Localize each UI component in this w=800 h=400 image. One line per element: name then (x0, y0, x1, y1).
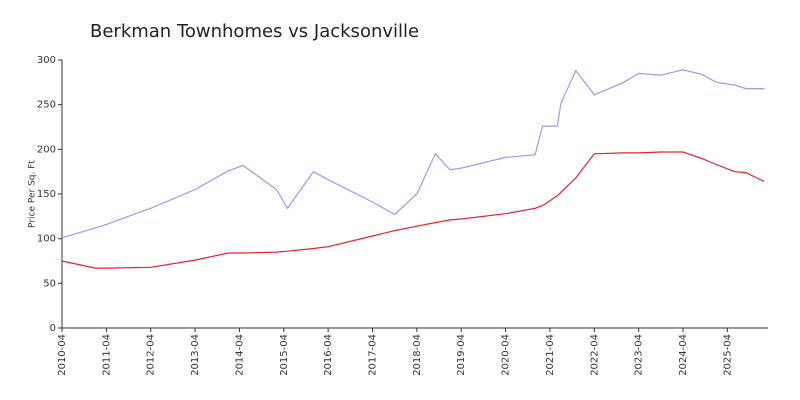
x-tick-label: 2024-04 (678, 334, 689, 376)
x-tick-label: 2021-04 (545, 334, 556, 376)
x-tick-label: 2019-04 (456, 334, 467, 376)
y-tick-label: 250 (37, 100, 56, 111)
chart-title: Berkman Townhomes vs Jacksonville (90, 21, 419, 42)
x-tick-label: 2016-04 (323, 334, 334, 376)
x-tick-label: 2011-04 (101, 334, 112, 376)
x-tick-label: 2017-04 (367, 334, 378, 376)
x-tick-label: 2014-04 (234, 334, 245, 376)
y-tick-label: 50 (43, 278, 56, 289)
x-tick-label: 2022-04 (589, 334, 600, 376)
y-tick-label: 200 (37, 144, 56, 155)
x-tick-label: 2020-04 (501, 334, 512, 376)
x-tick-label: 2013-04 (190, 334, 201, 376)
y-tick-label: 300 (37, 55, 56, 66)
x-tick-label: 2012-04 (146, 334, 157, 376)
series-line (61, 69, 765, 239)
y-tick-label: 100 (37, 234, 56, 245)
x-tick-label: 2018-04 (412, 334, 423, 376)
x-tick-label: 2025-04 (722, 334, 733, 376)
y-tick-label: 0 (50, 323, 56, 334)
x-tick-label: 2023-04 (634, 334, 645, 376)
series-line (61, 151, 765, 269)
y-axis-label: Price Per Sq. Ft (28, 160, 38, 228)
x-tick-label: 2015-04 (279, 334, 290, 376)
y-tick-label: 150 (37, 189, 56, 200)
x-tick-label: 2010-04 (57, 334, 68, 376)
